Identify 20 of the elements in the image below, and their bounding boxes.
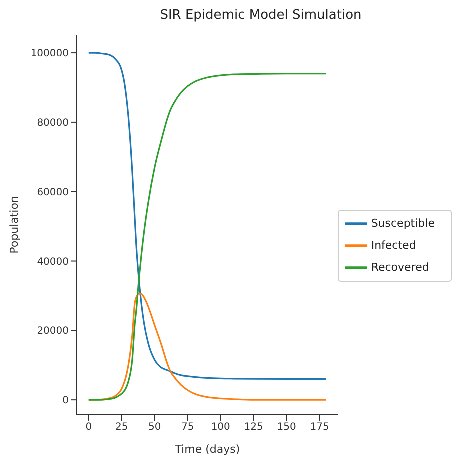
y-axis-title: Population [8,196,21,254]
chart-title: SIR Epidemic Model Simulation [159,8,363,25]
legend-label: Susceptible [371,217,435,230]
y-tick-label: 80000 [37,118,69,129]
x-tick-label: 0 [86,422,92,434]
legend-label: Infected [371,239,416,252]
x-axis-title: Time (days) [174,443,240,456]
x-tick-label: 150 [277,422,296,434]
y-tick-label: 40000 [37,256,69,268]
x-tick-label: 175 [310,422,330,434]
x-tick-label: 125 [244,422,264,434]
y-tick-label: 100000 [30,48,69,60]
y-tick-label: 20000 [37,326,69,338]
x-tick-label: 50 [148,422,162,434]
x-tick-label: 75 [182,422,194,434]
y-tick-label: 60000 [37,187,69,198]
x-tick-label: 25 [116,422,128,434]
x-tick-label: 100 [211,422,230,434]
y-tick-label: 0 [62,396,69,407]
legend-label: Recovered [371,261,430,274]
